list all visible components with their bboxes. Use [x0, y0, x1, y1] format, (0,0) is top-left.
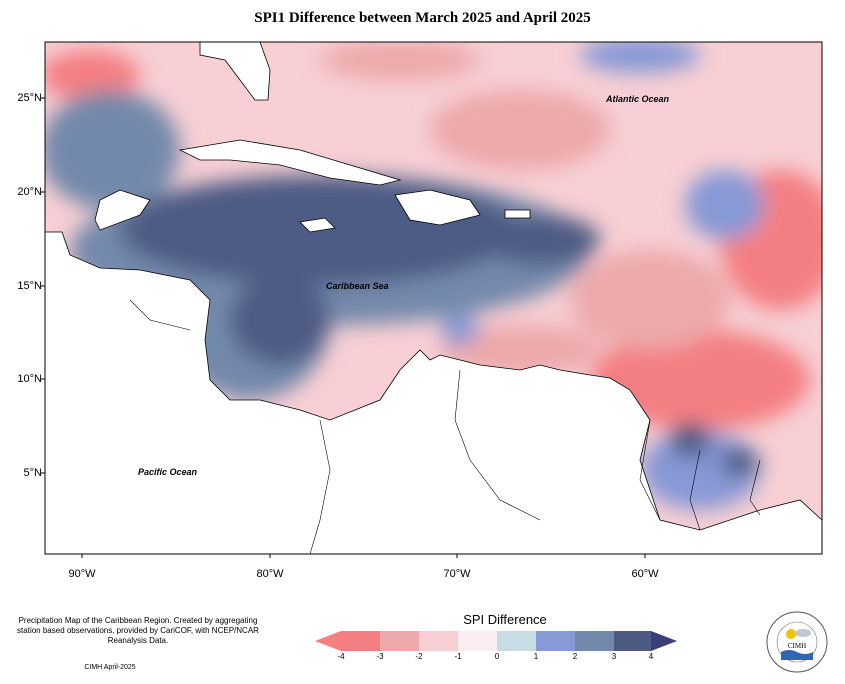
legend-tick: 3 — [611, 652, 617, 661]
wet-zone — [45, 90, 180, 210]
logo-text: CIMH — [788, 642, 806, 650]
lat-label: 20°N — [17, 186, 42, 198]
signature-text: CIMH April-2025 — [84, 664, 136, 671]
legend-swatch — [497, 631, 536, 651]
dry-zone — [45, 50, 140, 100]
legend-swatch — [575, 631, 614, 651]
legend-swatch — [614, 631, 651, 651]
lat-label: 10°N — [17, 373, 42, 385]
puerto-rico-land — [504, 209, 531, 219]
lat-label: 15°N — [17, 280, 42, 292]
yucatan-land — [94, 189, 151, 231]
lon-label: 80°W — [256, 568, 284, 580]
dry-zone — [430, 90, 610, 170]
cuba-land — [178, 139, 402, 186]
border-line — [749, 459, 761, 516]
credits-text: Precipitation Map of the Caribbean Regio… — [17, 616, 259, 645]
central-america-land — [45, 231, 822, 554]
jamaica-land — [299, 217, 336, 233]
dry-zone — [320, 42, 480, 80]
legend-tick: 0 — [494, 652, 500, 661]
hispaniola-land — [394, 189, 481, 226]
florida-land — [199, 42, 271, 101]
border-line — [639, 419, 661, 521]
border-line — [129, 299, 191, 331]
legend-swatch — [419, 631, 458, 651]
lon-label: 60°W — [631, 568, 659, 580]
legend-tick: 1 — [533, 652, 539, 661]
wet-zone — [670, 422, 710, 458]
wet-zone — [230, 275, 330, 365]
border-line — [454, 369, 541, 521]
legend-swatch — [536, 631, 575, 651]
legend-tick: 2 — [572, 652, 578, 661]
legend-colorbar — [315, 631, 677, 651]
wet-zone — [580, 42, 700, 73]
border-line — [689, 449, 701, 531]
cloud-icon — [795, 629, 811, 637]
sun-icon — [786, 629, 796, 639]
caribbean-sea-label: Caribbean Sea — [326, 281, 389, 291]
legend-swatch — [341, 631, 380, 651]
legend-title: SPI Difference — [463, 612, 547, 627]
lon-label: 90°W — [68, 568, 96, 580]
map-title: SPI1 Difference between March 2025 and A… — [254, 10, 591, 26]
lat-label: 25°N — [17, 92, 42, 104]
lon-label: 70°W — [443, 568, 471, 580]
wave-icon — [781, 650, 813, 660]
border-line — [309, 419, 331, 554]
lat-label: 5°N — [23, 467, 42, 479]
wet-zone — [480, 215, 600, 265]
legend-tick: -2 — [415, 652, 423, 661]
wet-zone — [685, 170, 765, 240]
dry-zone — [570, 250, 730, 350]
legend-tick: -4 — [337, 652, 345, 661]
legend-tick: 4 — [648, 652, 654, 661]
legend-swatch — [380, 631, 419, 651]
dry-zone — [590, 330, 810, 430]
map-frame — [44, 41, 823, 555]
pacific-ocean-label: Pacific Ocean — [138, 467, 198, 477]
wet-zone — [720, 448, 760, 476]
atlantic-ocean-label: Atlantic Ocean — [606, 94, 670, 104]
legend-tick: -1 — [454, 652, 462, 661]
wet-zone — [440, 315, 480, 345]
dry-zone — [440, 325, 600, 375]
legend-arrow-right — [651, 631, 677, 651]
legend-arrow-left — [315, 631, 341, 651]
cimh-logo: CIMH — [766, 611, 828, 673]
legend-swatch — [458, 631, 497, 651]
legend-tick: -3 — [376, 652, 384, 661]
